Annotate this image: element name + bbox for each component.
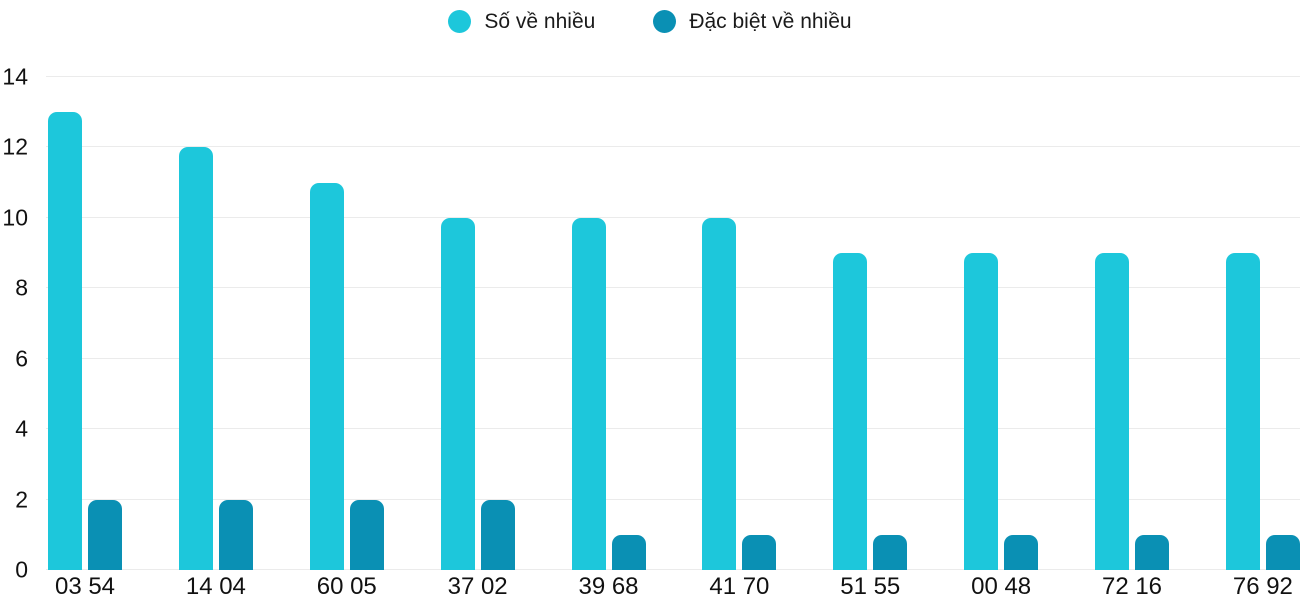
x-axis-tick-label: 60 05 (316, 573, 377, 600)
bar-Đặc biệt về nhiều[interactable] (873, 534, 908, 570)
y-axis-tick-label: 4 (15, 415, 28, 442)
bar-Đặc biệt về nhiều[interactable] (88, 499, 122, 570)
legend-item-dac-biet-ve-nhieu[interactable]: Đặc biệt về nhiều (653, 10, 852, 33)
x-axis-tick-label: 76 92 (1232, 573, 1293, 600)
bar-Số về nhiều[interactable] (440, 217, 475, 570)
gridline (46, 216, 1300, 218)
gridline (46, 287, 1300, 289)
bar-Đặc biệt về nhiều[interactable] (1004, 534, 1039, 570)
x-axis-tick-label: 72 16 (1101, 573, 1163, 600)
gridline (46, 428, 1300, 430)
bar-Số về nhiều[interactable] (571, 217, 606, 570)
legend-label: Số về nhiều (484, 10, 596, 33)
bar-Đặc biệt về nhiều[interactable] (1265, 534, 1300, 570)
gridline (46, 357, 1300, 359)
gridlines (46, 76, 1300, 570)
bar-Số về nhiều[interactable] (178, 147, 213, 570)
bar-Số về nhiều[interactable] (702, 217, 737, 570)
y-axis-tick-label: 2 (15, 486, 28, 513)
bar-Đặc biệt về nhiều[interactable] (218, 499, 253, 570)
bar-group: 03 54 (48, 77, 122, 599)
plot-area: 03 54 14 04 60 05 37 02 39 68 41 70 51 55 00 48… (46, 77, 1300, 599)
bar-Đặc biệt về nhiều[interactable] (1135, 534, 1169, 570)
gridline (46, 498, 1300, 500)
gridline (46, 76, 1300, 77)
legend-marker-dac-biet-ve-nhieu (653, 10, 677, 33)
x-axis-tick-label: 03 54 (54, 573, 116, 600)
bar-group: 72 16 (1095, 77, 1169, 599)
y-axis-tick-label: 8 (15, 274, 28, 301)
legend: Số về nhiều Đặc biệt về nhiều (0, 10, 1300, 33)
x-axis-tick-label: 00 48 (971, 573, 1032, 600)
bar-Đặc biệt về nhiều[interactable] (742, 534, 777, 570)
bar-group: 51 55 (833, 77, 908, 599)
y-axis-tick-label: 10 (2, 204, 28, 231)
bar-group: 14 04 (178, 77, 253, 599)
bar-group: 39 68 (571, 77, 646, 599)
bar-Số về nhiều[interactable] (48, 112, 82, 570)
gridline (46, 146, 1300, 148)
bar-group: 00 48 (964, 77, 1039, 599)
y-axis: 0 2 4 6 8 10 12 14 (0, 65, 30, 581)
legend-marker-so-ve-nhieu (448, 10, 472, 33)
bar-Số về nhiều[interactable] (964, 253, 999, 570)
legend-item-so-ve-nhieu[interactable]: Số về nhiều (448, 10, 595, 33)
bar-Số về nhiều[interactable] (1225, 253, 1260, 570)
bar-Số về nhiều[interactable] (1095, 253, 1129, 570)
bar-Đặc biệt về nhiều[interactable] (611, 534, 646, 570)
bar-Đặc biệt về nhiều[interactable] (480, 499, 515, 570)
bar-group: 41 70 (702, 77, 777, 599)
x-axis-tick-label: 14 04 (185, 573, 246, 600)
bar-Đặc biệt về nhiều[interactable] (349, 499, 384, 570)
x-axis-tick-label: 37 02 (447, 573, 508, 600)
bar-group: 37 02 (440, 77, 515, 599)
bar-group: 76 92 (1225, 77, 1300, 599)
x-axis-tick-label: 39 68 (578, 573, 639, 600)
gridline (46, 569, 1300, 570)
bar-Số về nhiều[interactable] (833, 253, 868, 570)
y-axis-tick-label: 14 (2, 63, 28, 90)
bar-group: 60 05 (309, 77, 384, 599)
x-axis-tick-label: 41 70 (709, 573, 770, 600)
bar-Số về nhiều[interactable] (309, 182, 344, 570)
legend-label: Đặc biệt về nhiều (689, 10, 852, 33)
x-axis-tick-label: 51 55 (840, 573, 901, 600)
y-axis-tick-label: 12 (2, 133, 28, 160)
y-axis-tick-label: 0 (15, 556, 28, 583)
y-axis-tick-label: 6 (15, 345, 28, 372)
